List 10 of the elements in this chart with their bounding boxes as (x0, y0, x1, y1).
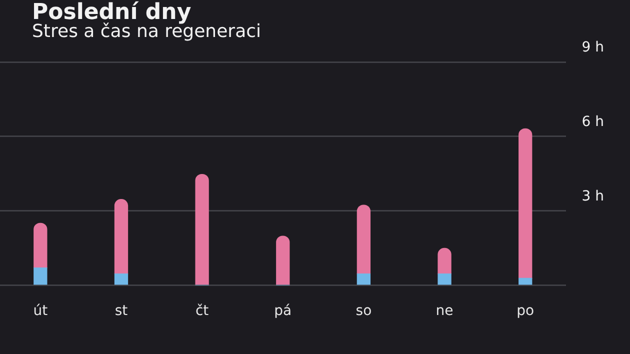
x-tick-label: ne (436, 303, 454, 320)
y-tick-label: 9 h (582, 40, 604, 56)
y-tick-label: 3 h (582, 188, 604, 204)
x-tick-label: so (356, 303, 372, 320)
y-tick-label: 6 h (582, 114, 604, 130)
x-tick-label: út (33, 303, 48, 320)
x-tick-label: st (114, 303, 128, 320)
x-tick-label: po (516, 303, 534, 320)
x-tick-label: pá (274, 303, 292, 320)
x-tick-label: čt (195, 303, 210, 320)
